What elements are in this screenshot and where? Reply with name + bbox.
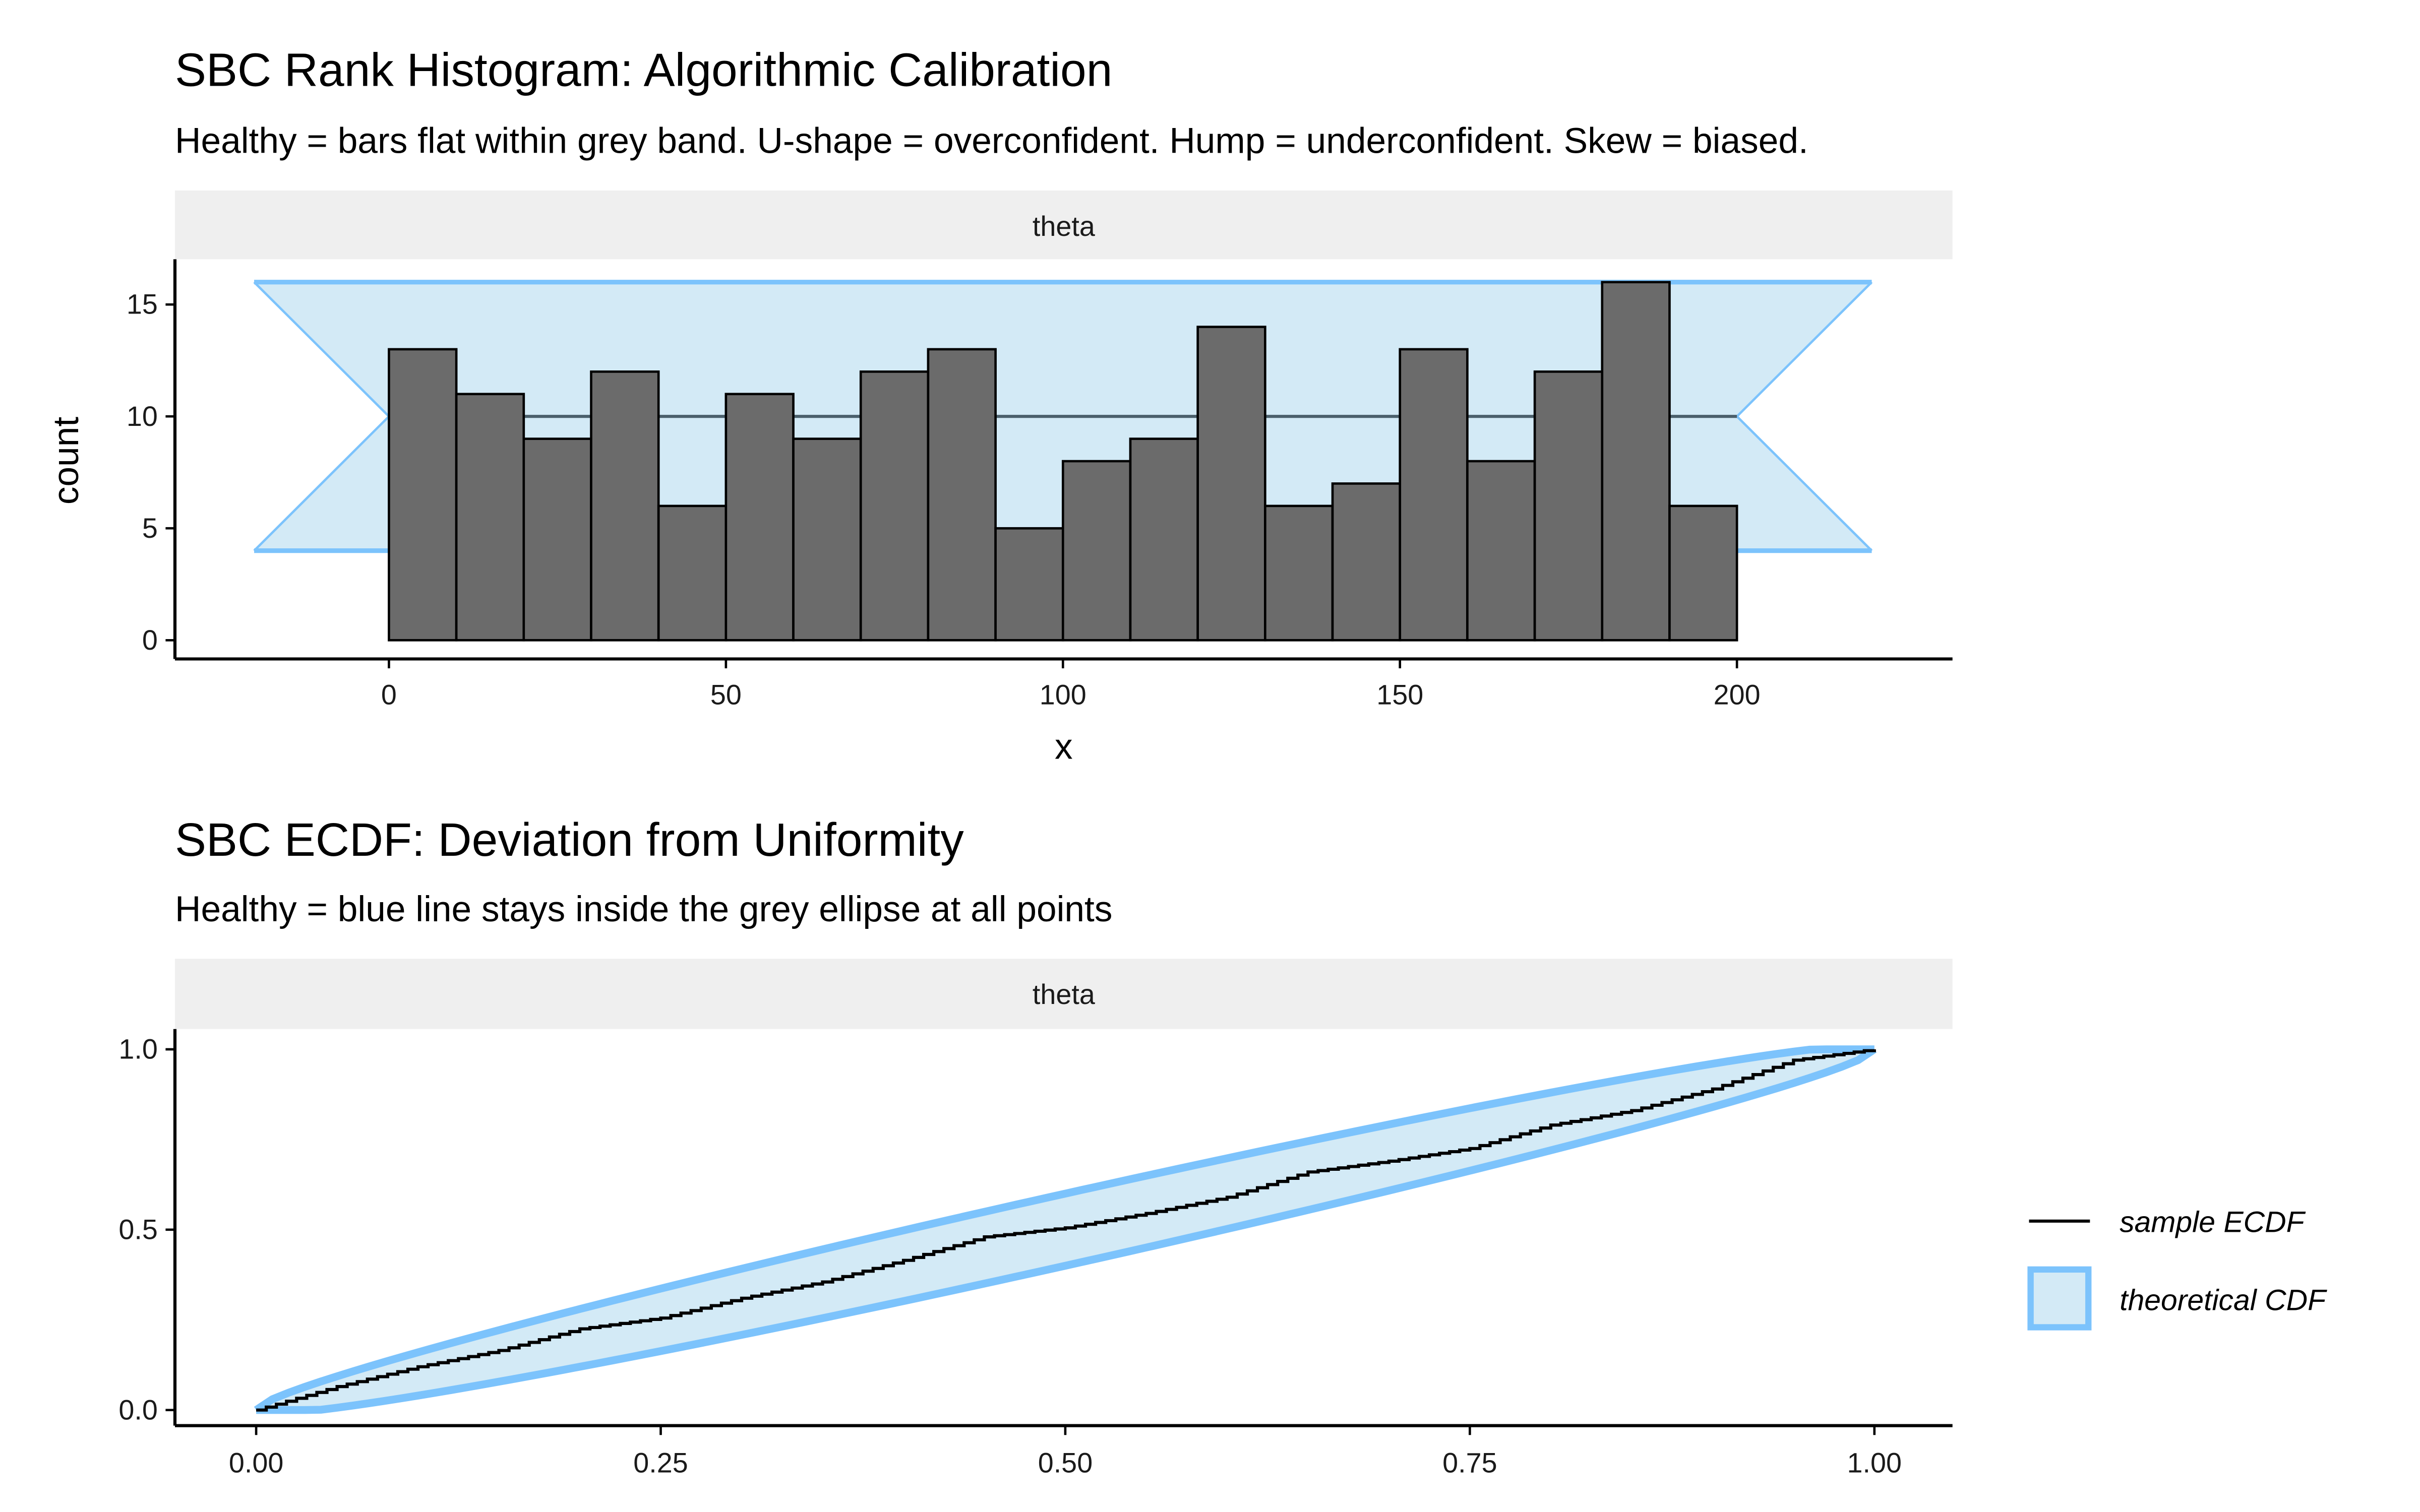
- legend-label-theoretical-cdf: theoretical CDF: [2120, 1284, 2327, 1316]
- ecdf-path: [256, 1049, 1876, 1412]
- histogram-title: SBC Rank Histogram: Algorithmic Calibrat…: [175, 43, 1112, 96]
- x-tick-label: 0.00: [229, 1447, 284, 1479]
- x-tick-label: 200: [1714, 679, 1761, 710]
- x-tick-label: 0: [381, 679, 397, 710]
- y-axis-title: count: [46, 417, 86, 505]
- x-axis-title: x: [1055, 727, 1073, 767]
- bar: [455, 393, 525, 642]
- bar: [1129, 437, 1199, 642]
- bar: [927, 348, 997, 642]
- bar: [657, 505, 728, 642]
- x-tick-label: 0.75: [1442, 1447, 1497, 1479]
- x-tick-label: 150: [1376, 679, 1423, 710]
- y-tick-label: 5: [142, 513, 158, 544]
- facet-label: theta: [1033, 979, 1095, 1010]
- bar: [1533, 370, 1604, 642]
- bar: [792, 437, 862, 642]
- x-tick-label: 0.25: [633, 1447, 688, 1479]
- x-ticks: 0.00 0.25 0.50 0.75 1.00: [229, 1425, 1902, 1479]
- sample-ecdf-line: [256, 1049, 1876, 1412]
- y-ticks: 0.0 0.5 1.0: [118, 1034, 175, 1425]
- y-tick-label: 10: [127, 401, 158, 432]
- histogram-subtitle: Healthy = bars flat within grey band. U-…: [175, 121, 1808, 161]
- bar: [1668, 505, 1738, 642]
- x-tick-label: 0.50: [1038, 1447, 1093, 1479]
- facet-label: theta: [1033, 211, 1095, 242]
- bar: [1466, 460, 1536, 642]
- ecdf-title: SBC ECDF: Deviation from Uniformity: [175, 813, 964, 866]
- x-tick-label: 1.00: [1847, 1447, 1902, 1479]
- y-tick-label: 0: [142, 624, 158, 656]
- band-upper-line: [254, 1045, 1874, 1414]
- bar: [388, 348, 458, 642]
- x-ticks: 0 50 100 150 200: [381, 659, 1761, 710]
- facet-strip: [174, 959, 1953, 1029]
- band-lower-line: [256, 1046, 1877, 1414]
- legend: sample ECDF theoretical CDF: [2027, 1206, 2327, 1331]
- bar: [1601, 281, 1671, 642]
- histogram-panel: SBC Rank Histogram: Algorithmic Calibrat…: [46, 43, 1953, 767]
- legend-label-sample-ecdf: sample ECDF: [2120, 1206, 2306, 1238]
- ecdf-subtitle: Healthy = blue line stays inside the gre…: [175, 889, 1113, 929]
- y-tick-label: 0.0: [118, 1394, 158, 1425]
- ecdf-panel: SBC ECDF: Deviation from Uniformity Heal…: [118, 813, 2327, 1479]
- bar: [590, 370, 660, 642]
- bar: [724, 393, 795, 642]
- bar: [1196, 326, 1266, 642]
- bar: [994, 527, 1064, 642]
- bar: [1399, 348, 1469, 642]
- y-tick-label: 15: [127, 289, 158, 320]
- legend-key-theoretical-cdf: [2027, 1266, 2092, 1331]
- bars: [388, 281, 1738, 642]
- y-tick-label: 0.5: [118, 1214, 158, 1245]
- bar: [522, 437, 592, 642]
- x-tick-label: 100: [1040, 679, 1086, 710]
- bar: [859, 370, 930, 642]
- y-tick-label: 1.0: [118, 1034, 158, 1065]
- bar: [1331, 482, 1402, 642]
- facet-strip: [174, 190, 1953, 260]
- y-ticks: 0 5 10 15: [127, 289, 175, 656]
- x-tick-label: 50: [710, 679, 742, 710]
- bar: [1061, 460, 1132, 642]
- bar: [1264, 505, 1334, 642]
